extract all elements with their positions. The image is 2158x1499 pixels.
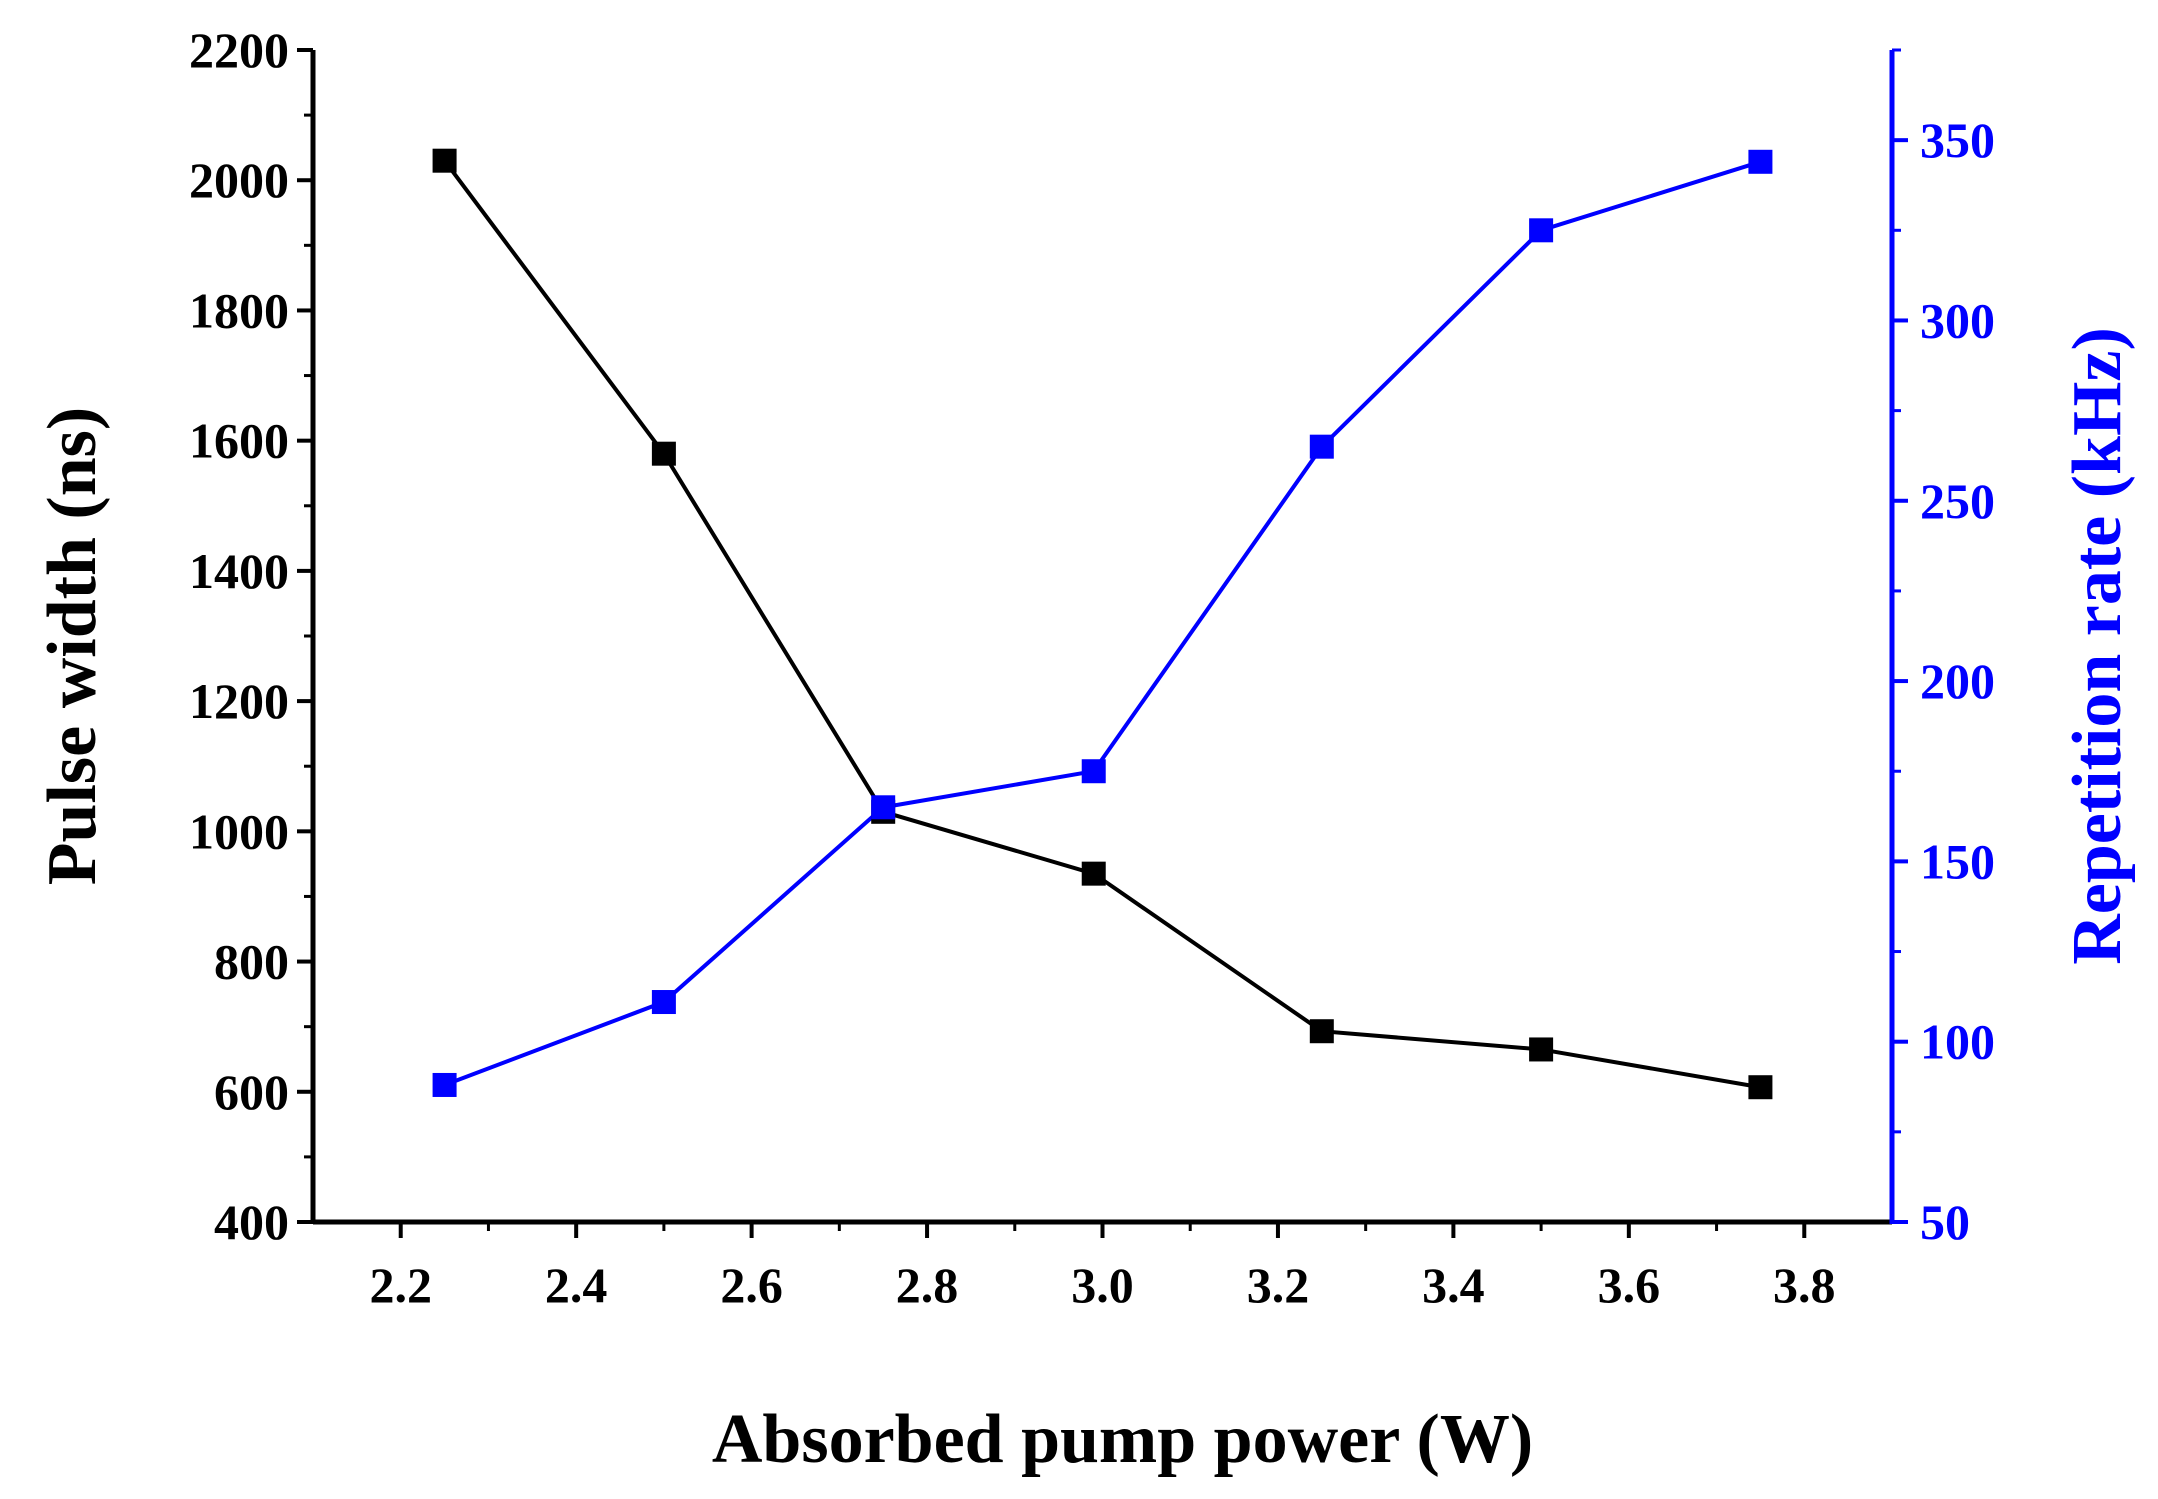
repetition-rate-marker [1529,218,1554,243]
repetition-rate-marker [1748,149,1773,174]
y-right-tick-label: 50 [1920,1194,1970,1250]
x-tick-label: 3.4 [1422,1257,1485,1313]
series-layer [432,148,1773,1100]
x-tick-label: 2.6 [720,1257,783,1313]
pulse-width-marker [1529,1037,1554,1062]
x-tick-label: 2.2 [369,1257,432,1313]
pulse-width-marker [651,441,676,466]
y-left-tick-label: 1000 [189,803,289,859]
y-left-tick-label: 600 [214,1064,289,1120]
y-right-tick-label: 150 [1920,833,1995,889]
pulse-width-line [442,159,1761,1090]
pulse-width-marker [1081,861,1106,886]
y-left-tick-label: 400 [214,1194,289,1250]
y-left-tick-label: 800 [214,934,289,990]
y-left-axis-title: Pulse width (ns) [34,407,111,885]
y-left-tick-label: 1400 [189,543,289,599]
x-tick-label: 2.8 [896,1257,959,1313]
repetition-rate-marker [432,1072,457,1097]
repetition-rate-marker [871,795,896,820]
pulse-width-marker [1748,1075,1773,1100]
y-right-tick-label: 250 [1920,473,1995,529]
x-tick-label: 3.8 [1773,1257,1836,1313]
y-right-tick-label: 300 [1920,292,1995,348]
x-tick-label: 3.6 [1598,1257,1661,1313]
y-left-tick-label: 1200 [189,673,289,729]
y-right-axis-title: Repetition rate (kHz) [2059,327,2136,965]
y-left-tick-label: 2200 [189,22,289,78]
repetition-rate-line [443,159,1762,1087]
y-right-tick-label: 350 [1920,112,1995,168]
x-tick-label: 3.0 [1071,1257,1134,1313]
y-right-tick-label: 100 [1920,1014,1995,1070]
repetition-rate-marker [651,990,676,1015]
x-axis-title: Absorbed pump power (W) [712,1401,1533,1478]
axes: 2.2 2.4 2.6 2.8 3.0 3.2 3.4 3.6 3.8 400 600 800 1000… [189,22,1995,1313]
y-left-tick-label: 2000 [189,152,289,208]
pulse-width-marker [1309,1019,1334,1044]
y-left-tick-label: 1800 [189,282,289,338]
repetition-rate-marker [1309,434,1334,459]
pulse-width-marker [432,148,457,173]
x-tick-label: 2.4 [545,1257,608,1313]
axis-labels: Absorbed pump power (W) Pulse width (ns)… [34,327,2136,1478]
y-left-tick-label: 1600 [189,413,289,469]
y-right-tick-label: 200 [1920,653,1995,709]
x-tick-label: 3.2 [1247,1257,1310,1313]
repetition-rate-marker [1081,759,1106,784]
